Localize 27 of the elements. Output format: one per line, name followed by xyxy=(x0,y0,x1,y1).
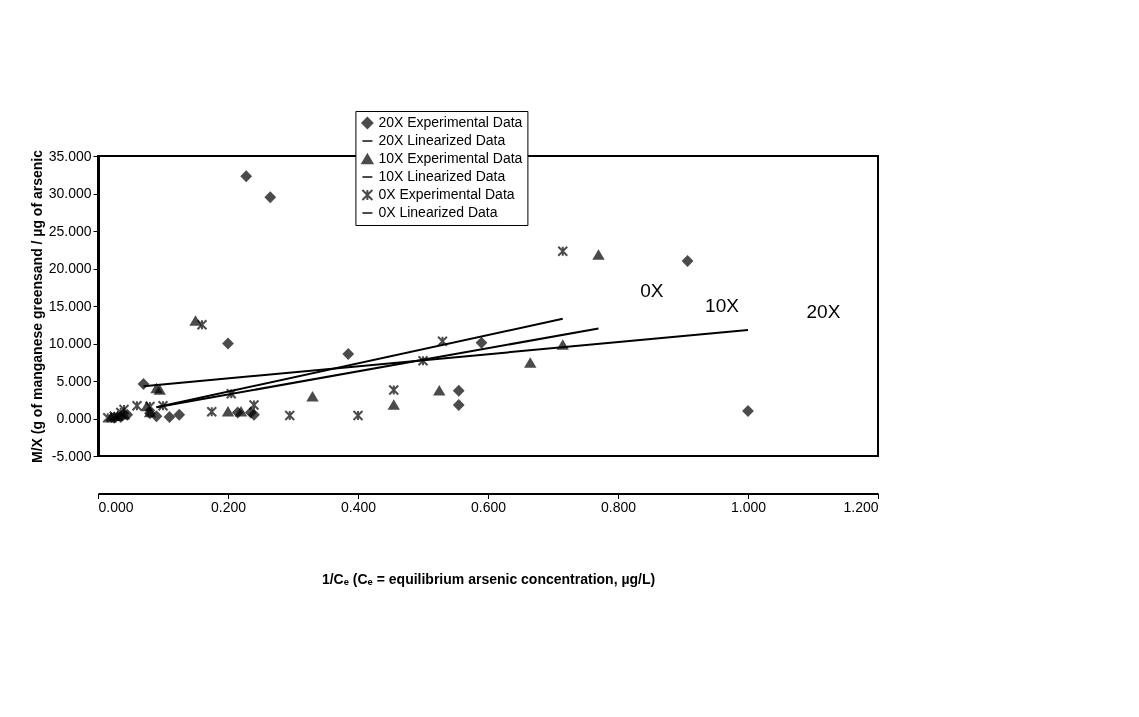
x-tick-label: 1.200 xyxy=(843,499,879,515)
y-axis-title: M/X (g of manganese greensand / µg of arsenic xyxy=(28,149,45,464)
y-tick-label: 30.000 xyxy=(48,185,92,201)
y-tick-label: -5.000 xyxy=(51,447,92,464)
legend-label: 20X Linearized Data xyxy=(378,132,506,148)
x-tick-label: 1.000 xyxy=(730,499,767,515)
legend-label: 10X Linearized Data xyxy=(378,168,506,184)
x-tick-label: 0.800 xyxy=(600,499,637,515)
y-tick-label: 25.000 xyxy=(48,222,92,239)
x-tick-label: 0.000 xyxy=(98,499,134,515)
legend-label: 0X Experimental Data xyxy=(378,186,515,202)
annotation: 20X xyxy=(806,301,841,322)
annotation: 10X xyxy=(705,295,740,316)
y-tick-label: 0.000 xyxy=(56,410,92,426)
annotation: 0X xyxy=(640,280,664,301)
x-tick-label: 0.400 xyxy=(340,499,377,515)
y-tick-label: 20.000 xyxy=(48,260,92,276)
y-tick-label: 10.000 xyxy=(48,335,92,351)
y-tick-label: 5.000 xyxy=(56,372,92,389)
legend-label: 10X Experimental Data xyxy=(378,150,523,166)
x-tick-label: 0.600 xyxy=(470,499,507,515)
legend-label: 20X Experimental Data xyxy=(378,114,523,130)
legend-label: 0X Linearized Data xyxy=(378,204,498,220)
x-tick-label: 0.200 xyxy=(210,499,247,515)
y-tick-label: 15.000 xyxy=(48,297,92,314)
y-tick-label: 35.000 xyxy=(48,147,92,164)
x-axis-title: 1/Cₑ (Cₑ = equilibrium arsenic concentration, µg/L) xyxy=(321,570,656,587)
